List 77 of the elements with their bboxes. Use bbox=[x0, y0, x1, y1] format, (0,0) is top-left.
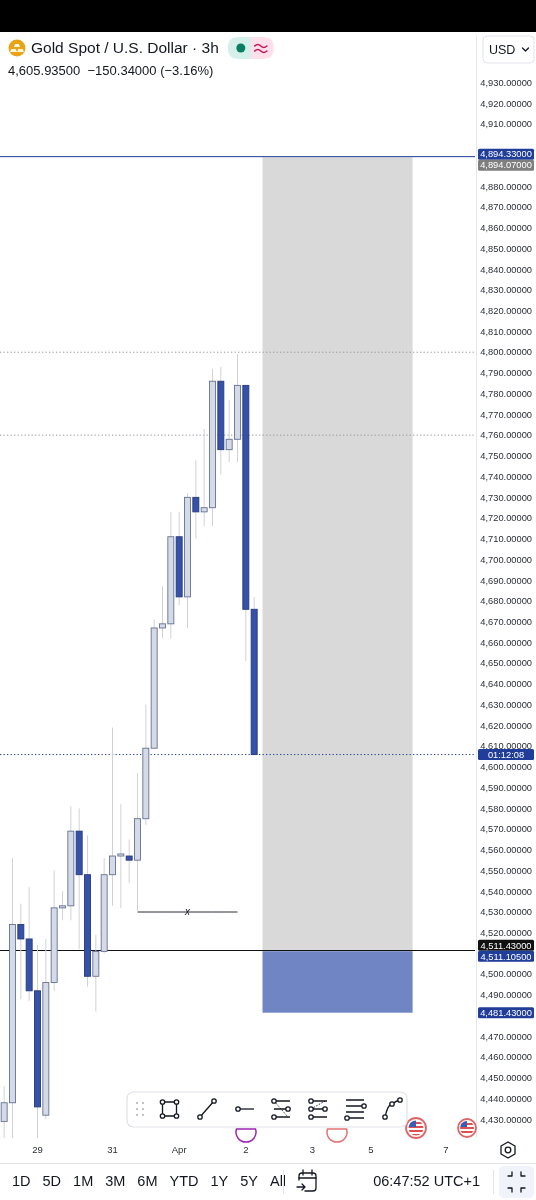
y-tick-label: 4,570.00000 bbox=[480, 824, 532, 835]
y-tick-label: 4,720.00000 bbox=[480, 513, 532, 524]
y-tick-label: 4,430.00000 bbox=[480, 1114, 532, 1125]
y-tick-label: 4,780.00000 bbox=[480, 388, 532, 399]
y-tick-label: 4,660.00000 bbox=[480, 637, 532, 648]
text: 06:47:52 UTC+1 bbox=[373, 1173, 480, 1190]
ref-line-label: 4,894.33000 bbox=[480, 149, 532, 160]
y-tick-label: 4,490.00000 bbox=[480, 990, 532, 1001]
y-tick-label: 4,910.00000 bbox=[480, 119, 532, 130]
y-tick-label: 4,830.00000 bbox=[480, 285, 532, 296]
y-tick-label: 4,450.00000 bbox=[480, 1073, 532, 1084]
y-tick-label: 4,620.00000 bbox=[480, 720, 532, 731]
y-tick-label: 4,850.00000 bbox=[480, 243, 532, 254]
candlestick bbox=[125, 838, 133, 884]
y-tick-label: 4,920.00000 bbox=[480, 98, 532, 109]
y-tick-label: 4,710.00000 bbox=[480, 534, 532, 545]
y-tick-label: 4,820.00000 bbox=[480, 306, 532, 317]
text: 3M bbox=[105, 1173, 126, 1190]
text: 5Y bbox=[240, 1173, 259, 1190]
y-tick-label: 4,680.00000 bbox=[480, 596, 532, 607]
y-tick-label: 4,670.00000 bbox=[480, 617, 532, 627]
text: 5D bbox=[42, 1173, 62, 1190]
ref-line-label: 4,511.43000 bbox=[480, 940, 532, 951]
y-tick-label: 4,560.00000 bbox=[480, 845, 532, 856]
x-tick-label: 31 bbox=[107, 1144, 118, 1156]
text: 6M bbox=[137, 1173, 158, 1190]
y-tick-label: 4,590.00000 bbox=[480, 782, 532, 793]
y-tick-label: 4,580.00000 bbox=[480, 803, 532, 814]
y-tick-label: 4,640.00000 bbox=[480, 679, 532, 690]
y-tick-label: 4,600.00000 bbox=[480, 762, 532, 773]
y-tick-label: 4,540.00000 bbox=[480, 886, 532, 897]
y-tick-label: 4,770.00000 bbox=[480, 409, 532, 420]
x-tick-label: 29 bbox=[32, 1144, 43, 1156]
y-tick-label: 4,520.00000 bbox=[480, 928, 532, 938]
text: USD bbox=[489, 42, 516, 57]
x-tick-label: 3 bbox=[309, 1144, 316, 1156]
text: YTD bbox=[169, 1173, 199, 1190]
y-tick-label: 4,650.00000 bbox=[480, 658, 532, 669]
y-tick-label: 4,840.00000 bbox=[480, 264, 532, 275]
y-tick-label: 4,460.00000 bbox=[480, 1052, 532, 1063]
text: 1D bbox=[12, 1173, 31, 1190]
x-tick-label: 7 bbox=[443, 1144, 449, 1156]
chart-title: Gold Spot / U.S. Dollar · 3h bbox=[31, 39, 219, 57]
text: 4,605.93500 −150.34000 (−3.16%) bbox=[8, 62, 214, 78]
y-tick-label: 4,790.00000 bbox=[480, 368, 532, 379]
y-tick-label: 4,800.00000 bbox=[480, 347, 532, 358]
candlestick bbox=[17, 903, 25, 1000]
y-tick-label: 4,470.00000 bbox=[480, 1031, 532, 1042]
y-tick-label: 4,860.00000 bbox=[480, 223, 532, 234]
text: 01:12:08 bbox=[487, 749, 525, 760]
y-tick-label: 4,870.00000 bbox=[480, 202, 532, 213]
candlestick bbox=[192, 459, 200, 540]
y-tick-label: 4,740.00000 bbox=[480, 471, 532, 482]
x-tick-label: Apr bbox=[171, 1144, 187, 1156]
y-tick-label: 4,730.00000 bbox=[480, 492, 532, 503]
annotation: x bbox=[184, 905, 191, 917]
y-tick-label: 4,610.00000 bbox=[480, 741, 532, 752]
text: 1M bbox=[73, 1173, 94, 1190]
y-tick-label: 4,530.00000 bbox=[480, 907, 532, 918]
y-tick-label: 4,440.00000 bbox=[480, 1093, 532, 1104]
text: All bbox=[269, 1173, 287, 1190]
y-tick-label: 4,630.00000 bbox=[480, 699, 532, 710]
y-tick-label: 4,690.00000 bbox=[480, 575, 532, 586]
y-tick-label: 4,500.00000 bbox=[480, 969, 532, 980]
y-tick-label: 4,880.00000 bbox=[480, 181, 532, 192]
text: 1Y bbox=[210, 1173, 229, 1190]
y-tick-label: 4,700.00000 bbox=[480, 554, 532, 565]
text: 4,481.43000 bbox=[480, 1007, 532, 1018]
y-tick-label: 4,760.00000 bbox=[480, 430, 532, 441]
band-label: 4,894.07000 bbox=[480, 160, 532, 171]
y-tick-label: 4,750.00000 bbox=[480, 451, 532, 462]
text: 4,511.10500 bbox=[480, 951, 532, 962]
y-tick-label: 4,550.00000 bbox=[480, 865, 532, 876]
x-tick-label: 5 bbox=[368, 1144, 374, 1156]
y-tick-label: 4,930.00000 bbox=[480, 77, 532, 88]
x-tick-label: 2 bbox=[243, 1144, 249, 1156]
y-tick-label: 4,810.00000 bbox=[480, 326, 532, 337]
